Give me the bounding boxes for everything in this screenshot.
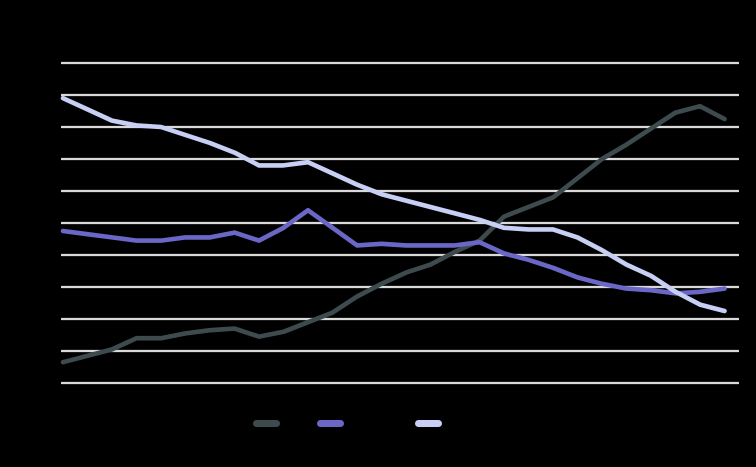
legend-item-purple-series (317, 420, 350, 427)
legend-item-lavender-series (415, 420, 448, 427)
legend-swatch-dark-series (253, 420, 280, 427)
legend-swatch-purple-series (317, 420, 344, 427)
legend-swatch-lavender-series (415, 420, 442, 427)
chart-legend (0, 420, 756, 434)
dark-slate-series-line (60, 103, 727, 365)
lavender-series-line (60, 95, 727, 314)
legend-item-dark-series (253, 420, 286, 427)
gridlines (61, 61, 739, 385)
purple-series-line (60, 207, 727, 296)
